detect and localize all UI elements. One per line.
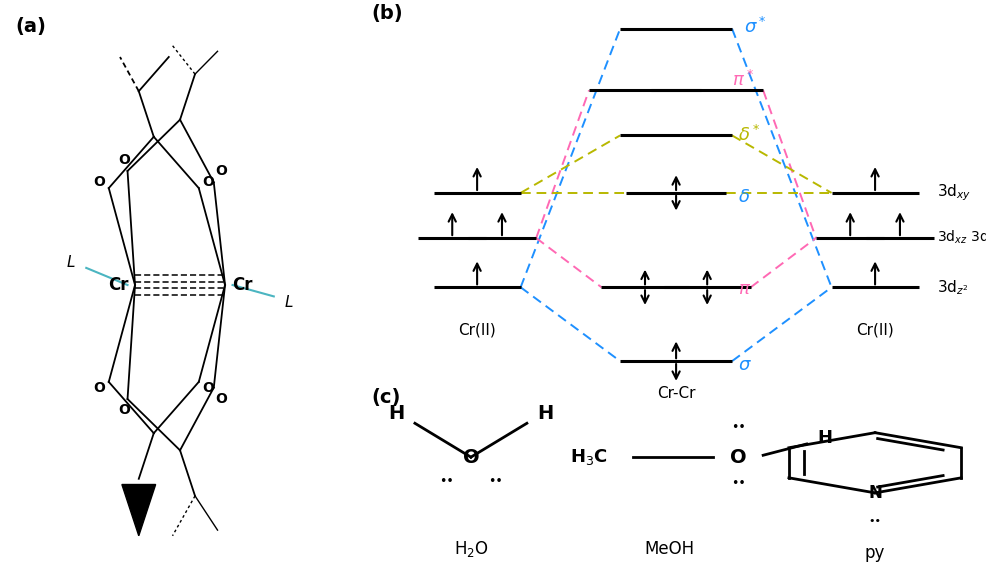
Text: ••: •• [731,477,744,490]
Text: O: O [94,176,106,189]
Text: $\sigma^*$: $\sigma^*$ [743,17,766,36]
Text: O: O [117,404,129,417]
Text: $\pi^*$: $\pi^*$ [732,70,753,90]
Text: O: O [215,392,227,406]
Text: O: O [730,447,745,467]
Text: H$_2$O: H$_2$O [454,539,488,559]
Text: H$_3$C: H$_3$C [570,447,607,467]
Text: $\sigma$: $\sigma$ [738,356,751,374]
Text: ••: •• [438,475,453,488]
Text: (c): (c) [371,388,400,406]
Text: Cr(II): Cr(II) [458,323,496,338]
Text: O: O [117,153,129,166]
Text: L: L [67,255,76,270]
Text: 3d$_{xz}$ 3d$_{yz}$: 3d$_{xz}$ 3d$_{yz}$ [937,229,986,248]
Text: ••: •• [488,475,503,488]
Text: (b): (b) [371,4,402,23]
Text: N: N [868,484,881,502]
Text: Cr: Cr [232,276,251,294]
Text: H: H [387,404,404,424]
Text: H: H [536,404,553,424]
Text: O: O [202,176,214,189]
Text: O: O [202,381,214,394]
Text: 3d$_{z^2}$: 3d$_{z^2}$ [937,278,968,296]
Text: Cr(II): Cr(II) [855,323,893,338]
Text: py: py [864,544,884,562]
Text: L: L [284,295,293,310]
Text: Cr: Cr [107,276,128,294]
Text: O: O [94,381,106,394]
Text: H: H [817,429,832,447]
Text: $\delta$: $\delta$ [738,188,749,206]
Text: (a): (a) [15,17,45,36]
Text: O: O [215,164,227,178]
Text: 3d$_{xy}$: 3d$_{xy}$ [937,182,970,203]
Text: Cr-Cr: Cr-Cr [656,386,695,401]
Text: ••: •• [868,516,880,526]
Text: ••: •• [731,421,744,434]
Polygon shape [121,484,156,536]
Text: $\pi$: $\pi$ [738,280,750,298]
Text: MeOH: MeOH [644,540,694,558]
Text: $\delta^*$: $\delta^*$ [738,125,760,145]
Text: O: O [462,447,479,467]
